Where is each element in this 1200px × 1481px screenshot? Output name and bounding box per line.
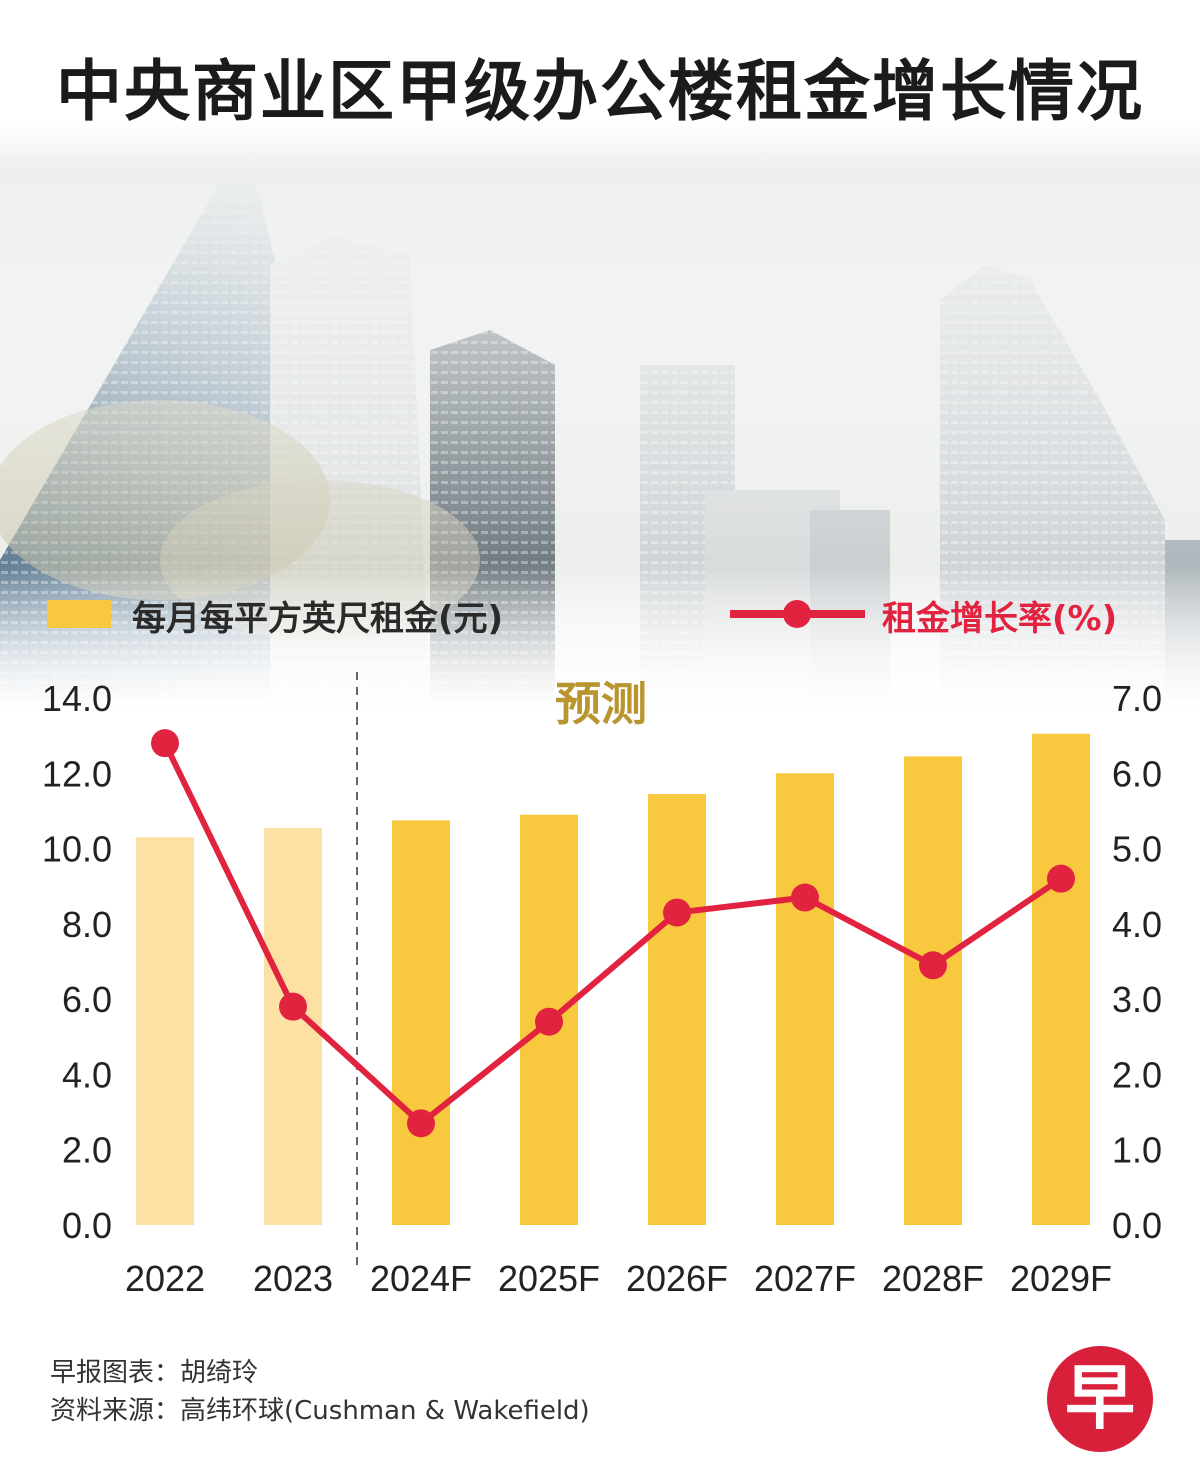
- growth-rate-point: [663, 898, 691, 927]
- legend-bar-label: 每月每平方英尺租金(元): [132, 599, 504, 639]
- x-tick-label: 2025F: [498, 1258, 600, 1299]
- growth-rate-point: [407, 1109, 435, 1138]
- legend-line-label: 租金增长率(%): [882, 599, 1118, 639]
- y-right-tick-label: 3.0: [1112, 979, 1162, 1020]
- zaobao-logo: 早: [1047, 1346, 1153, 1452]
- growth-rate-point: [791, 883, 819, 912]
- legend-bar-swatch: [47, 600, 111, 628]
- growth-rate-point: [1047, 864, 1075, 893]
- y-left-tick-label: 8.0: [62, 904, 112, 945]
- y-right-tick-label: 6.0: [1112, 753, 1162, 794]
- rent-bar: [904, 756, 962, 1225]
- rent-bar: [392, 820, 450, 1225]
- rent-bar: [1032, 733, 1090, 1225]
- y-right-tick-label: 0.0: [1112, 1205, 1162, 1246]
- y-left-tick-label: 10.0: [42, 829, 112, 870]
- credit-author: 早报图表：胡绮玲: [50, 1358, 259, 1388]
- y-left-tick-label: 4.0: [62, 1054, 112, 1095]
- y-left-tick-label: 14.0: [42, 678, 112, 719]
- rent-bar: [136, 837, 194, 1225]
- legend-line-swatch: [730, 600, 865, 628]
- x-tick-label: 2023: [253, 1258, 333, 1299]
- x-tick-label: 2027F: [754, 1258, 856, 1299]
- y-right-tick-label: 1.0: [1112, 1130, 1162, 1171]
- y-left-tick-label: 12.0: [42, 753, 112, 794]
- y-left-tick-label: 2.0: [62, 1130, 112, 1171]
- y-right-tick-label: 5.0: [1112, 829, 1162, 870]
- growth-rate-point: [151, 729, 179, 758]
- rent-bar: [648, 793, 706, 1225]
- x-tick-label: 2022: [125, 1258, 205, 1299]
- y-left-tick-label: 0.0: [62, 1205, 112, 1246]
- y-right-tick-label: 2.0: [1112, 1054, 1162, 1095]
- rent-bar: [776, 773, 834, 1225]
- x-tick-label: 2026F: [626, 1258, 728, 1299]
- growth-rate-point: [279, 992, 307, 1021]
- growth-rate-point: [919, 951, 947, 980]
- chart-title: 中央商业区甲级办公楼租金增长情况: [56, 53, 1144, 130]
- x-tick-label: 2029F: [1010, 1258, 1112, 1299]
- y-right-tick-label: 4.0: [1112, 904, 1162, 945]
- x-tick-label: 2024F: [370, 1258, 472, 1299]
- y-right-tick-label: 7.0: [1112, 678, 1162, 719]
- growth-rate-line: [162, 741, 1063, 1127]
- y-left-tick-label: 6.0: [62, 979, 112, 1020]
- x-tick-label: 2028F: [882, 1258, 984, 1299]
- credit-source: 资料来源：高纬环球(Cushman & Wakefield): [50, 1396, 590, 1426]
- forecast-label: 预测: [555, 677, 647, 731]
- growth-rate-point: [535, 1007, 563, 1036]
